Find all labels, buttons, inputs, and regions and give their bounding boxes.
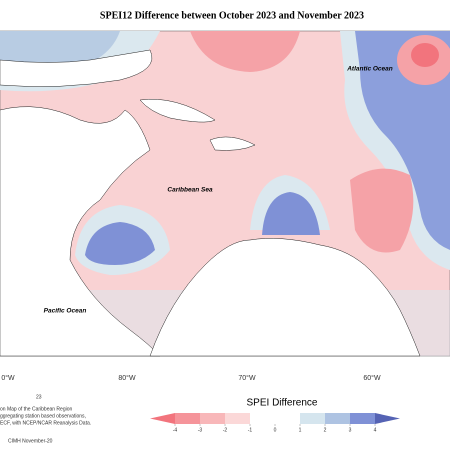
land-hispaniola [209, 136, 256, 151]
colorbar-extension [150, 413, 175, 424]
colorbar-tick-label: -4 [173, 427, 178, 433]
ocean-label: Atlantic Ocean [346, 66, 393, 73]
ocean-label: Pacific Ocean [44, 308, 87, 315]
ocean-label: Caribbean Sea [167, 187, 213, 194]
land-north-america [0, 49, 153, 87]
colorbar-segment [350, 413, 375, 424]
anomaly-area [262, 192, 320, 235]
colorbar-tick-label: 4 [374, 427, 377, 433]
colorbar-tick-label: -3 [198, 427, 203, 433]
colorbar-segment [250, 413, 275, 424]
colorbar-segment [300, 413, 325, 424]
anomaly-area [85, 222, 155, 265]
colorbar-segment [175, 413, 200, 424]
land-central-america [0, 106, 161, 357]
anomaly-area [350, 168, 414, 253]
longitude-label: 60°W [363, 374, 381, 382]
colorbar-segment [225, 413, 250, 424]
colorbar-tick-label: 0 [274, 427, 277, 433]
land-south-america [149, 238, 421, 357]
colorbar-segment [275, 413, 300, 424]
map-title: SPEI12 Difference between October 2023 a… [100, 10, 364, 21]
longitude-label: 0°W [1, 374, 15, 382]
longitude-label: 80°W [118, 374, 136, 382]
colorbar-tick-label: 1 [299, 427, 302, 433]
footnote: 23 [36, 394, 42, 400]
land-cuba [139, 99, 216, 123]
colorbar-extension [375, 413, 400, 424]
map-panel: Atlantic Ocean Caribbean Sea Pacific Oce… [0, 30, 450, 357]
colorbar-tick-label: -2 [223, 427, 228, 433]
colorbar-segment [325, 413, 350, 424]
footnote: ECF, with NCEP/NCAR Reanalysis Data. [0, 420, 91, 426]
colorbar-tick-label: -1 [248, 427, 253, 433]
footnote: on Map of the Caribbean Region [0, 406, 72, 412]
longitude-label: 70°W [238, 374, 256, 382]
colorbar-tick-label: 3 [349, 427, 352, 433]
colorbar-segment [200, 413, 225, 424]
anomaly-area [355, 31, 450, 250]
colorbar-tick-label: 2 [324, 427, 327, 433]
footnote: CIMH November-20 [8, 438, 53, 444]
footnote: ggregating station based observations, [0, 413, 86, 419]
anomaly-area [190, 31, 300, 72]
colorbar-title: SPEI Difference [247, 398, 318, 409]
anomaly-area [411, 43, 439, 67]
